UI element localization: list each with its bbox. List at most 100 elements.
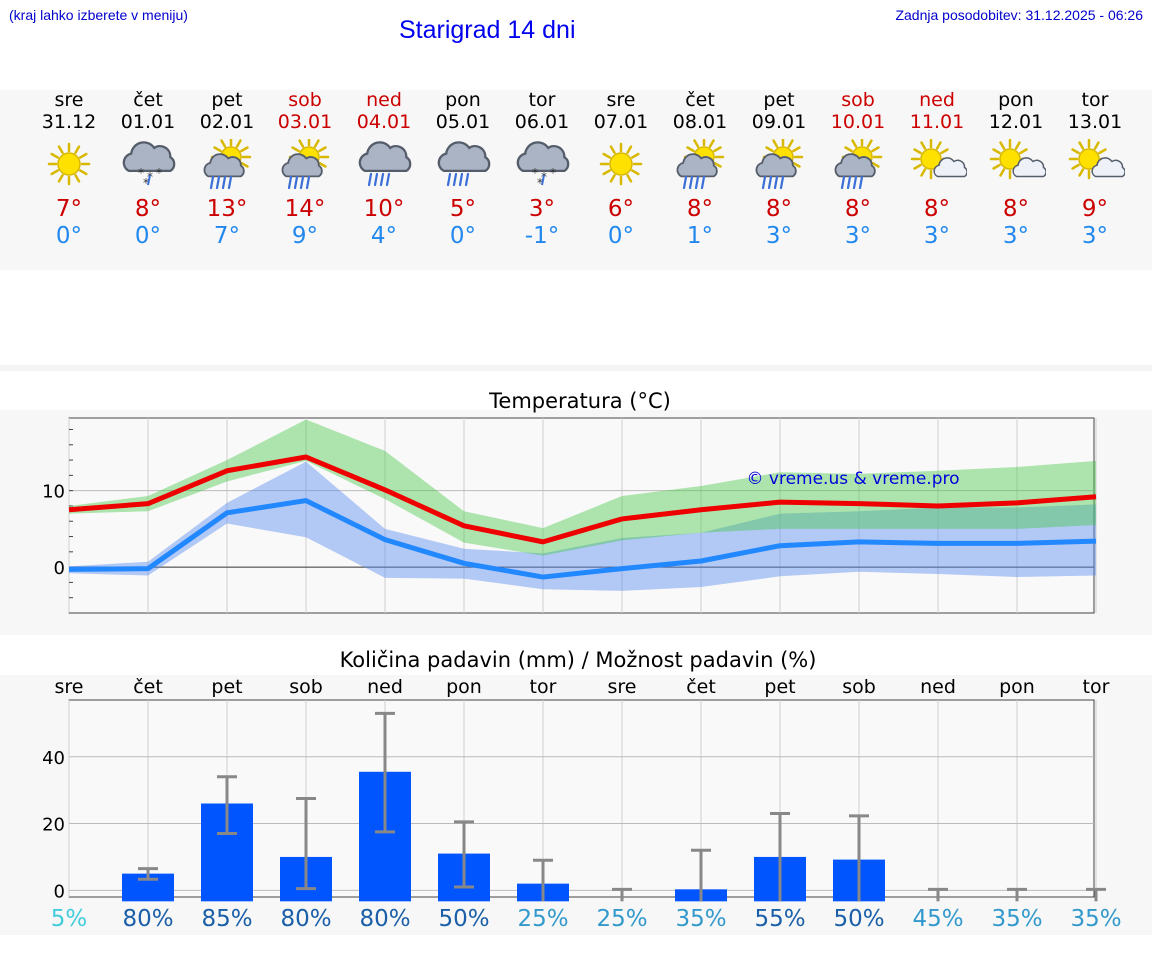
y-tick-label: 20 [42,815,65,836]
day-column: sob 10.01 8° 3° [818,89,898,249]
last-updated: Zadnja posodobitev: 31.12.2025 - 06:26 [895,7,1143,23]
max-temp-line [68,454,1097,545]
temp-max: 6° [607,196,635,222]
cloud-shape [122,141,176,173]
error-bar [691,848,711,902]
day-name: sob [841,89,875,111]
weather-icon [1068,139,1125,180]
temp-min: 4° [370,223,398,249]
day-date: 10.01 [830,111,886,133]
sun-cloud-rain-icon [755,139,804,189]
svg-text:*: * [138,166,144,180]
day-name: ned [366,89,402,111]
sun-cloud-rain-icon [203,139,252,189]
plot-frame [68,417,1095,614]
weather-icon [281,139,330,189]
temp-max: 7° [55,196,83,222]
precip-chance-label: 35% [1070,906,1121,932]
temp-min: 3° [1081,223,1109,249]
day-date: 13.01 [1067,111,1123,133]
temp-max: 8° [923,196,951,222]
error-bar [770,812,790,902]
day-date: 08.01 [672,111,728,133]
rain-shape [840,175,864,189]
svg-text:*: * [537,176,543,189]
page-title: Starigrad 14 dni [399,16,576,44]
day-date: 09.01 [751,111,807,133]
menu-hint[interactable]: (kraj lahko izberete v meniju) [9,7,188,23]
temp-max: 14° [284,196,326,222]
day-column: pon 05.01 5° 0° [423,89,503,249]
day-name: pon [998,89,1034,111]
temp-max: 13° [206,196,248,222]
temp-min: 7° [213,223,241,249]
day-label: ned [367,676,403,698]
cloud-shape [755,153,797,178]
day-date: 05.01 [435,111,491,133]
svg-text:*: * [532,166,538,180]
error-bar [296,797,316,891]
precip-chance-label: 25% [596,906,647,932]
precip-chance-label: 5% [51,906,88,932]
day-label: pet [764,676,795,698]
weather-icon [676,139,725,189]
precip-chance-label: 80% [122,906,173,932]
day-column: tor 13.01 9° 3° [1055,89,1135,249]
day-column: pon 12.01 8° 3° [976,89,1056,249]
day-date: 12.01 [988,111,1044,133]
day-label: čet [133,676,163,698]
forecast-strip [0,90,1152,270]
temp-max: 8° [134,196,162,222]
day-column: ned 11.01 8° 3° [897,89,977,249]
day-date: 01.01 [120,111,176,133]
temperature-chart: Temperatura (°C) 0 10 © vreme.us & vreme.pr… [42,389,1097,614]
day-name: ned [919,89,955,111]
cloud-shape [1091,157,1125,178]
day-column: pet 02.01 13° 7° [187,89,267,249]
min-temp-range-band [69,461,1096,591]
day-name: tor [528,89,556,111]
error-bar [1086,887,1106,902]
temp-min: 9° [291,223,319,249]
temp-min: 0° [55,223,83,249]
sun-cloud-icon [989,139,1046,180]
error-bar [928,887,948,902]
weather-icon [910,139,967,180]
error-bar [1007,887,1027,902]
day-label: pet [211,676,242,698]
svg-text:*: * [156,166,162,180]
temperature-chart-title: Temperatura (°C) [488,389,671,413]
day-name: sob [288,89,322,111]
cloud-shape [676,153,718,178]
day-column: ned 04.01 10° 4° [344,89,424,249]
weather-icon [834,139,883,189]
sun-cloud-icon [1068,139,1125,180]
error-bar [217,775,237,836]
precip-chance-label: 35% [991,906,1042,932]
cloud-shape [1012,157,1046,178]
day-name: pon [445,89,481,111]
temp-min: 1° [686,223,714,249]
day-name: tor [1081,89,1109,111]
day-name: sre [54,89,84,111]
sun-shape [47,142,91,186]
watermark: © vreme.us & vreme.pro [746,469,959,489]
snow-shape: **** [138,166,162,189]
day-column: čet 01.01 **** 8° 0° [108,89,188,249]
precipitation-chart: Količina padavin (mm) / Možnost padavin … [42,648,1121,932]
day-label: sre [608,676,637,698]
precip-chance-label: 85% [201,906,252,932]
weather-icon [599,142,643,186]
cloud-shape [516,141,570,173]
day-date: 03.01 [277,111,333,133]
sun-icon [599,142,643,186]
error-bar [454,820,474,889]
y-tick-label: 10 [42,482,65,503]
day-column: pet 09.01 8° 3° [739,89,819,249]
sun-cloud-icon [910,139,967,180]
temp-min: 0° [134,223,162,249]
error-bar [138,867,158,881]
temp-max: 8° [844,196,872,222]
rain-shape [367,172,391,187]
day-label: pon [446,676,482,698]
